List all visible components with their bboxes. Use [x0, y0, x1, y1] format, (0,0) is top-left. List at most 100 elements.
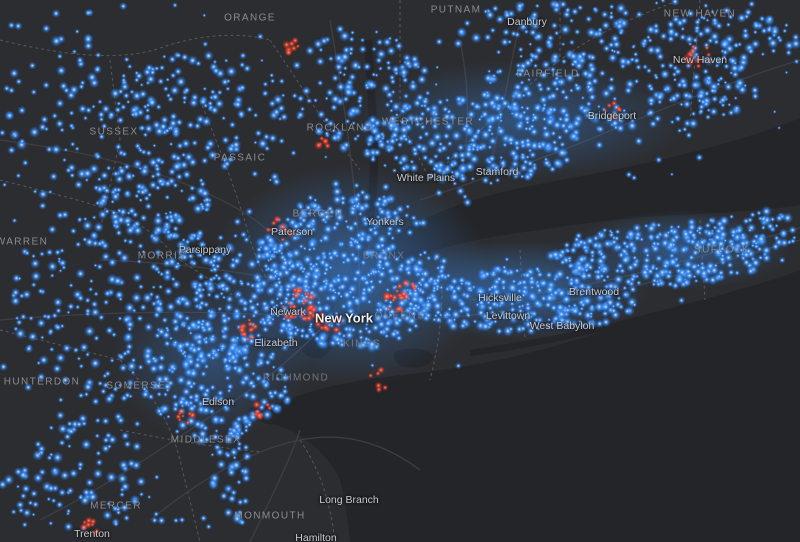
population-dot	[38, 201, 47, 210]
population-dot	[654, 91, 666, 103]
population-dot	[523, 312, 533, 322]
density-hotspot	[398, 294, 406, 302]
population-dot	[424, 311, 433, 320]
population-dot	[171, 324, 181, 333]
population-dot	[491, 163, 502, 174]
population-dot	[275, 376, 281, 382]
population-dot	[200, 115, 212, 128]
population-dot	[648, 100, 655, 107]
population-dot	[47, 224, 58, 235]
population-dot	[77, 103, 88, 114]
density-hotspot	[286, 300, 292, 306]
population-dot	[209, 383, 217, 391]
population-dot	[66, 310, 71, 315]
population-dot	[686, 8, 696, 19]
population-dot	[362, 62, 372, 72]
population-dot	[404, 164, 409, 169]
population-dot	[254, 129, 263, 138]
population-dot	[159, 403, 171, 415]
population-dot	[165, 387, 170, 393]
population-dot	[76, 356, 82, 362]
population-dot	[449, 276, 460, 287]
population-dot	[696, 225, 703, 232]
population-dot	[119, 393, 129, 403]
population-dot	[87, 286, 94, 293]
population-dot	[51, 312, 59, 320]
population-dot	[778, 256, 786, 264]
population-dot	[501, 264, 507, 270]
population-dot	[322, 223, 334, 235]
population-dot	[733, 269, 741, 277]
population-dot	[456, 275, 467, 286]
population-dot	[64, 166, 73, 174]
population-dot	[435, 37, 444, 46]
population-dot	[623, 307, 632, 316]
population-dot	[139, 213, 148, 223]
population-dot	[210, 432, 221, 442]
population-dot	[142, 131, 149, 138]
population-dot	[734, 226, 744, 235]
population-dot	[686, 221, 698, 233]
population-dot	[718, 38, 731, 50]
population-dot	[131, 272, 143, 283]
density-hotspot	[310, 306, 317, 313]
population-dot	[315, 56, 326, 67]
population-dot	[623, 277, 633, 287]
population-dot	[531, 112, 536, 118]
population-dot	[727, 13, 734, 21]
population-dot	[222, 403, 229, 411]
population-dot	[618, 267, 627, 275]
population-dot	[89, 357, 102, 370]
population-dot	[354, 239, 360, 245]
population-dot	[322, 255, 328, 260]
population-dot	[446, 317, 453, 324]
population-dot	[7, 21, 16, 30]
population-dot	[560, 41, 566, 47]
population-dot	[712, 224, 718, 231]
population-dot	[225, 485, 232, 492]
population-dot	[615, 123, 626, 134]
population-dot	[464, 279, 473, 288]
population-dot	[755, 209, 763, 217]
population-dot	[156, 77, 165, 86]
population-dot	[91, 215, 97, 220]
population-dot	[457, 307, 465, 315]
population-dot	[54, 307, 63, 315]
population-dot	[230, 257, 236, 263]
population-dot	[24, 249, 31, 257]
population-dot	[118, 296, 124, 302]
population-dot	[99, 170, 110, 181]
population-dot	[646, 44, 657, 56]
population-dot	[751, 92, 760, 101]
population-dot	[777, 125, 782, 130]
population-dot	[102, 186, 111, 195]
population-dot	[704, 221, 712, 230]
population-dot	[402, 92, 410, 100]
population-dot	[11, 217, 18, 224]
population-dot	[556, 79, 562, 85]
population-dot	[36, 318, 47, 329]
population-dot	[174, 428, 181, 435]
population-dot	[486, 97, 498, 109]
population-dot	[299, 332, 306, 340]
population-dot	[580, 95, 586, 101]
population-dot	[544, 38, 553, 47]
population-dot	[598, 69, 607, 78]
population-dot	[302, 246, 308, 251]
population-dot	[290, 247, 302, 259]
population-dot	[396, 141, 404, 149]
population-dot	[597, 37, 606, 46]
population-dot	[621, 108, 627, 113]
population-dot	[681, 90, 692, 101]
population-dot	[240, 298, 250, 308]
population-dot	[544, 283, 556, 296]
population-dot	[445, 272, 452, 279]
population-dot	[559, 258, 567, 266]
population-dot	[211, 257, 218, 264]
population-dot	[673, 67, 683, 76]
population-dot	[398, 153, 410, 165]
population-dot	[689, 231, 698, 240]
population-dot	[205, 311, 216, 321]
